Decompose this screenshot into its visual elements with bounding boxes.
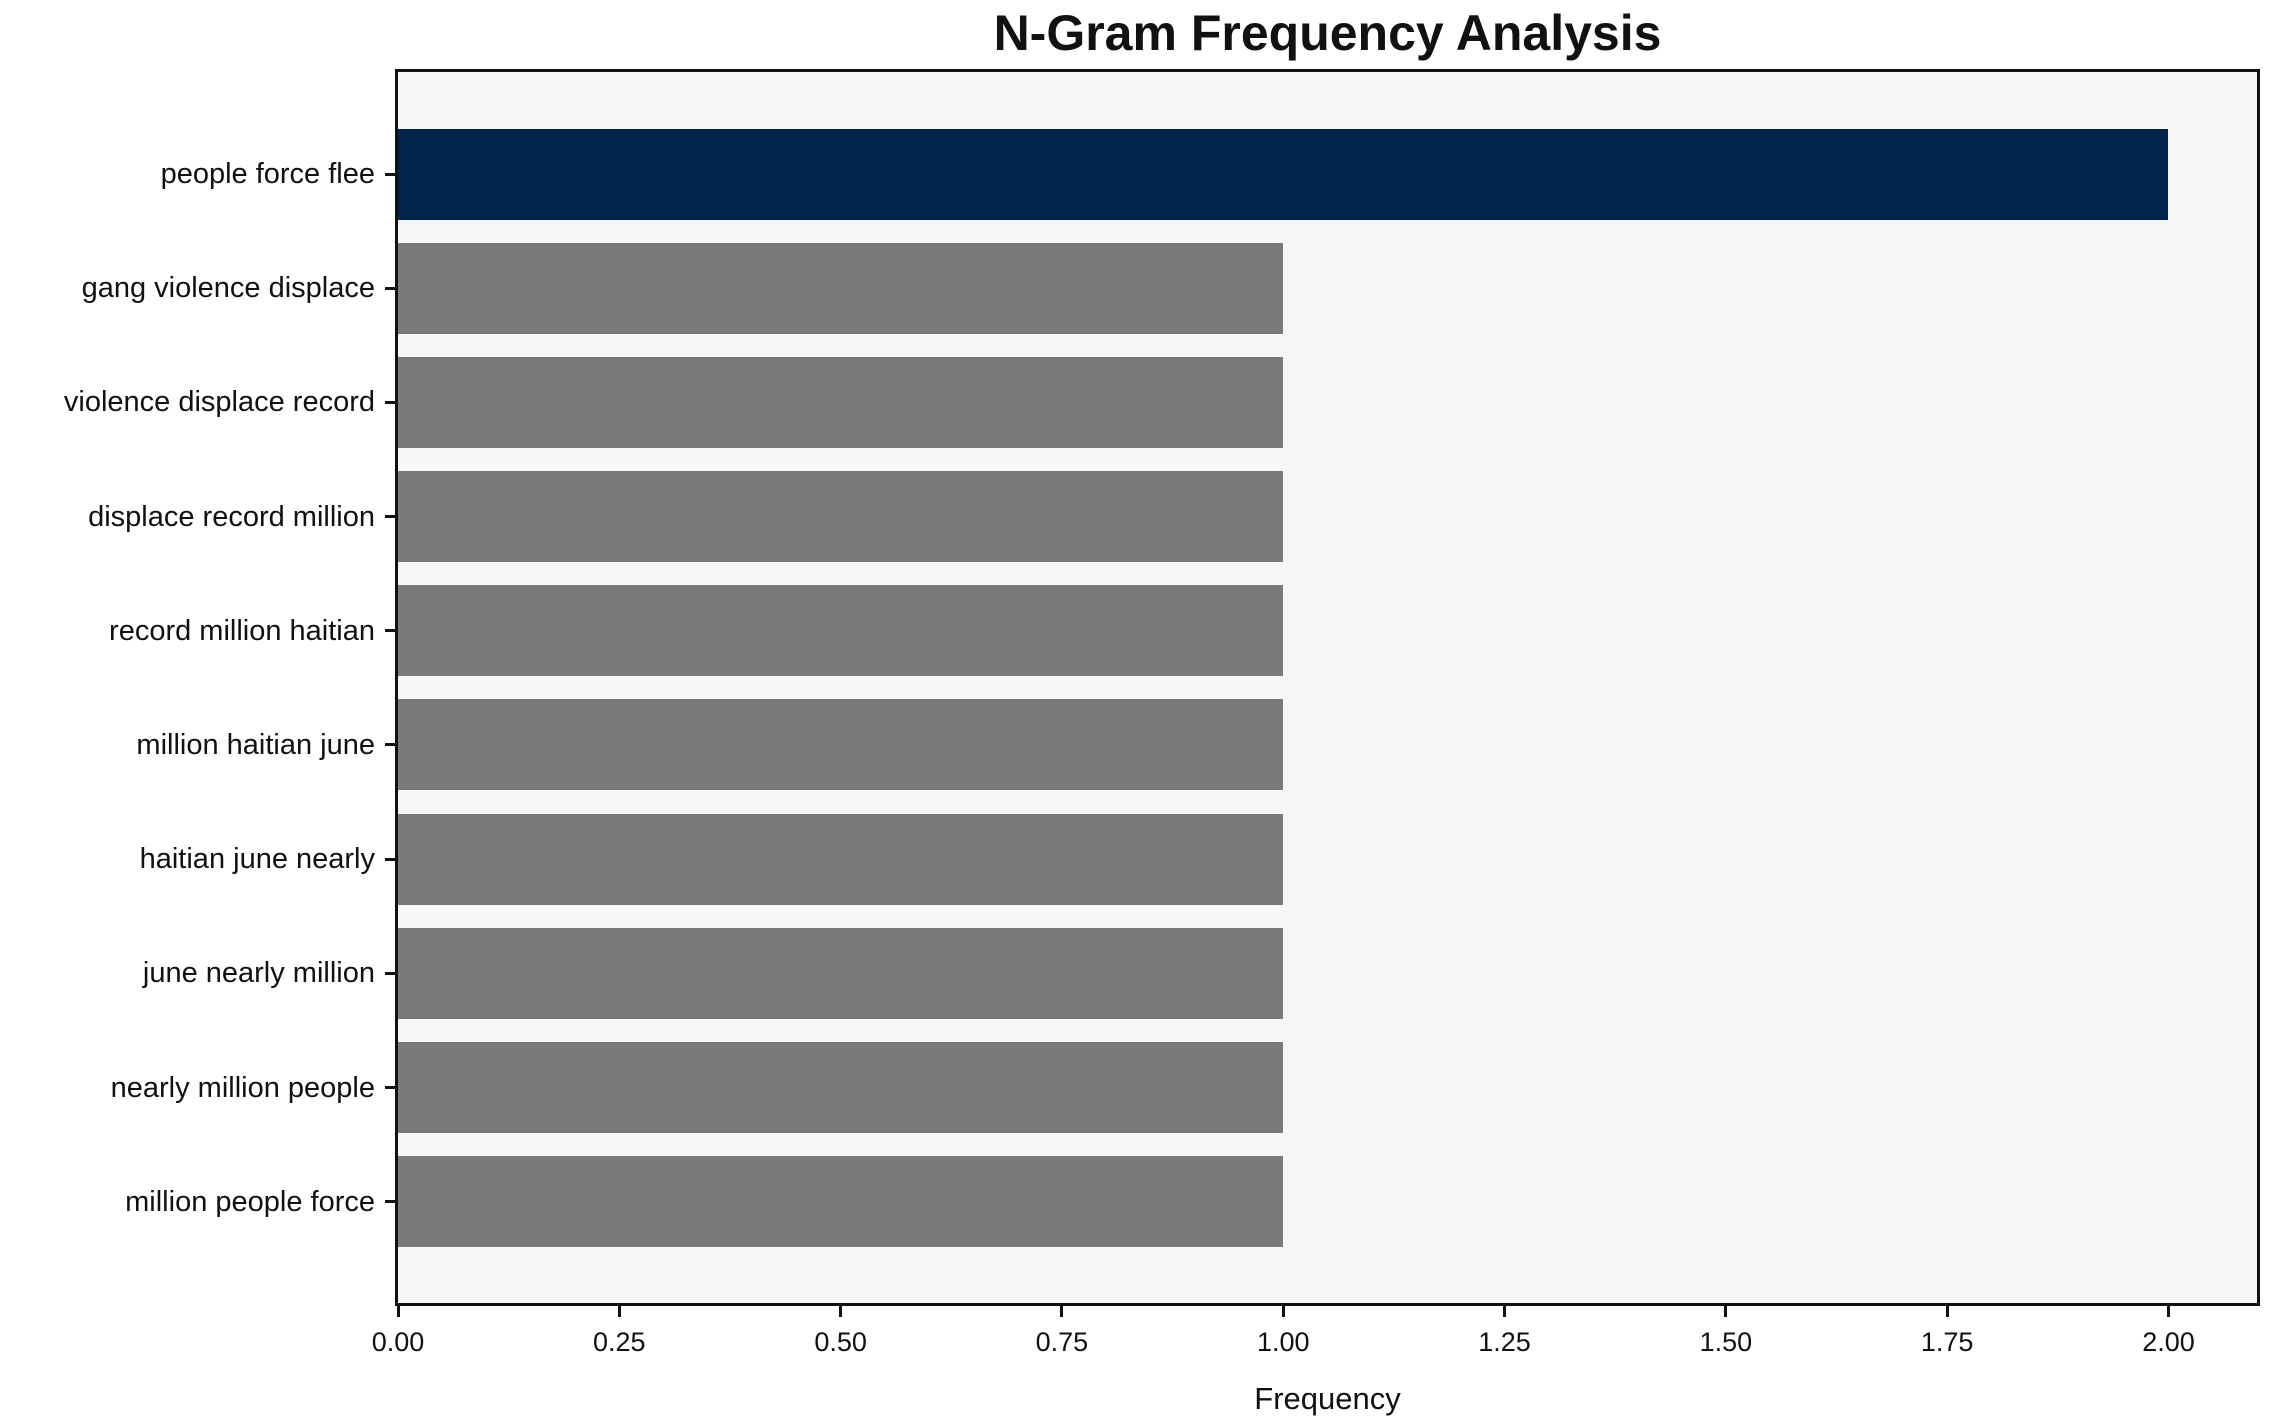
x-tick-mark: [1503, 1303, 1507, 1317]
bar-people-force-flee: [398, 128, 2169, 220]
x-tick-mark: [1060, 1303, 1064, 1317]
chart-title: N-Gram Frequency Analysis: [993, 5, 1662, 61]
x-tick-mark: [396, 1303, 400, 1317]
y-tick-mark: [385, 629, 398, 633]
x-tick-label: 1.00: [1256, 1327, 1310, 1357]
y-tick-label: million people force: [125, 1185, 375, 1218]
y-tick-label: haitian june nearly: [139, 843, 375, 876]
x-tick-label: 2.00: [2142, 1327, 2195, 1357]
y-tick-mark: [385, 515, 398, 519]
x-tick-label: 0.25: [593, 1327, 646, 1357]
x-axis-title: Frequency: [1254, 1381, 1401, 1416]
bar-violence-displace-record: [398, 356, 1284, 448]
x-tick-label: 1.25: [1478, 1327, 1531, 1357]
x-tick-mark: [839, 1303, 843, 1317]
bar-million-people-force: [398, 1156, 1284, 1248]
y-tick-label: gang violence displace: [81, 272, 375, 305]
y-tick-mark: [385, 743, 398, 747]
x-tick-label: 0.00: [371, 1327, 425, 1357]
bar-nearly-million-people: [398, 1042, 1284, 1134]
y-tick-label: people force flee: [160, 158, 375, 190]
x-tick-mark: [617, 1303, 621, 1317]
bar-million-haitian-june: [398, 699, 1284, 791]
x-tick-mark: [1281, 1303, 1285, 1317]
y-tick-mark: [385, 857, 398, 861]
plot-area: [398, 72, 2257, 1303]
y-tick-mark: [385, 172, 398, 176]
y-tick-mark: [385, 971, 398, 975]
y-tick-mark: [385, 400, 398, 404]
y-tick-mark: [385, 1200, 398, 1204]
y-tick-mark: [385, 286, 398, 290]
y-tick-label: june nearly million: [142, 957, 375, 990]
x-tick-label: 1.75: [1920, 1327, 1974, 1357]
bar-gang-violence-displace: [398, 242, 1284, 334]
x-tick-label: 0.75: [1035, 1327, 1089, 1357]
x-tick-label: 0.50: [814, 1327, 867, 1357]
x-tick-label: 1.50: [1699, 1327, 1753, 1357]
x-tick-mark: [1945, 1303, 1949, 1317]
bar-haitian-june-nearly: [398, 813, 1284, 905]
bar-record-million-haitian: [398, 585, 1284, 677]
y-tick-mark: [385, 1086, 398, 1090]
y-tick-label: million haitian june: [136, 728, 375, 761]
y-tick-label: violence displace record: [63, 386, 375, 419]
y-tick-label: displace record million: [88, 500, 375, 533]
y-tick-label: nearly million people: [110, 1071, 375, 1104]
x-tick-mark: [1724, 1303, 1728, 1317]
x-tick-mark: [2166, 1303, 2170, 1317]
bar-june-nearly-million: [398, 927, 1284, 1019]
y-tick-label: record million haitian: [109, 614, 375, 647]
bar-displace-record-million: [398, 471, 1284, 563]
